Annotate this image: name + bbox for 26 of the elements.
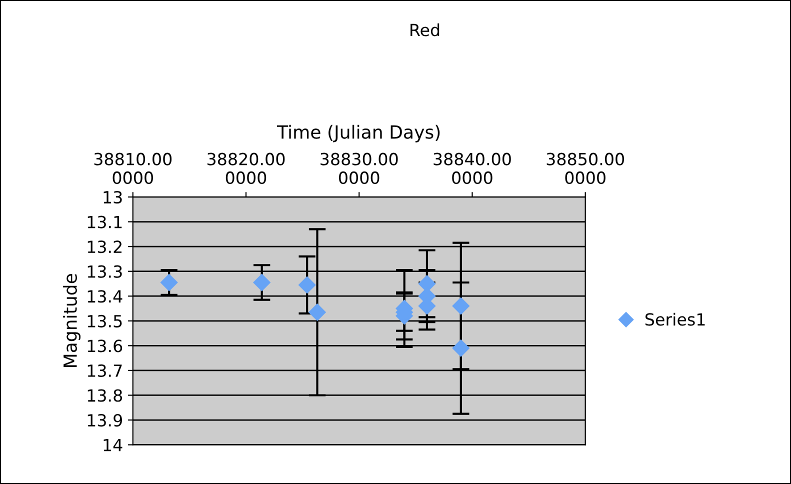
x-tick-label: 38810.000000 [94,152,172,184]
y-tick-label: 13.2 [88,240,122,254]
point [452,297,470,315]
y-tick-label: 13.3 [88,265,122,278]
x-tick-label: 38840.000000 [434,152,511,184]
x-tick-label: 38830.000000 [320,152,398,184]
legend-label: Series1 [645,312,705,326]
y-tick-label: 14 [104,438,122,452]
y-tick-label: 13.8 [88,389,122,402]
point [253,274,270,292]
point [452,340,470,357]
y-tick-label: 13.1 [88,216,122,228]
point [308,304,326,321]
y-tick-label: 13 [104,190,122,204]
point [298,276,316,294]
y-tick-label: 13.5 [88,314,122,328]
x-tick-label: 38850.000000 [546,152,624,184]
point [160,274,178,292]
x-tick-label: 38820.000000 [208,152,285,184]
y-tick-label: 13.4 [88,290,122,303]
y-tick-label: 13.6 [88,340,122,352]
y-axis-title: Magnitude [63,274,80,367]
y-tick-label: 13.9 [88,414,122,427]
y-tick-label: 13.7 [88,364,122,378]
chart-title: Red [410,23,440,36]
x-axis-title: Time (Julian Days) [277,124,440,142]
